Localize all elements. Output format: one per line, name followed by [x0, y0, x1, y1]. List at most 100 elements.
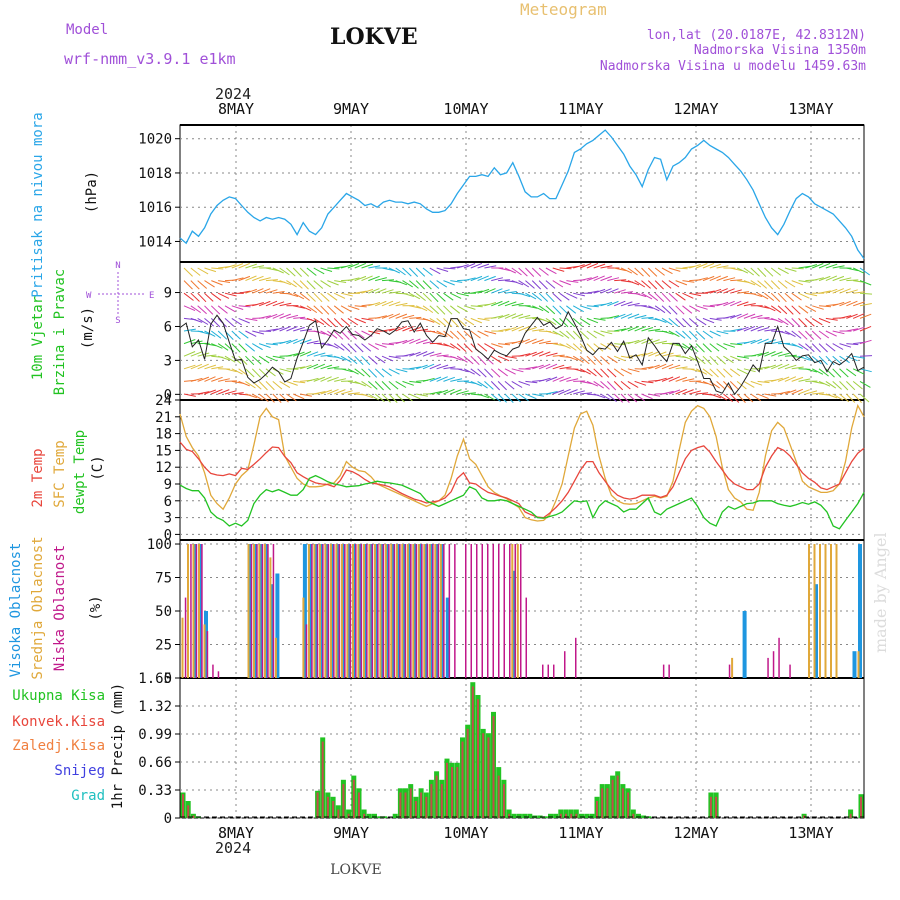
wind-arrow [627, 325, 640, 332]
wind-arrow [784, 389, 797, 395]
y-tick-label: 21 [155, 410, 172, 426]
wind-arrow [320, 280, 331, 288]
wind-arrow [340, 292, 353, 297]
wind-arrow [450, 343, 461, 351]
wind-arrow [374, 393, 385, 402]
wind-arrow [764, 364, 776, 370]
conv-precip-bar [565, 813, 567, 818]
wind-arrow [252, 265, 265, 269]
wind-arrow [771, 363, 783, 370]
conv-precip-bar [461, 741, 464, 818]
wind-arrow [839, 381, 849, 391]
wind-arrow [491, 277, 504, 282]
wind-arrow [429, 352, 442, 357]
wind-arrow [784, 364, 797, 370]
conv-precip-bar [409, 788, 412, 818]
wind-arrow [736, 393, 746, 403]
wind-arrow [279, 368, 292, 373]
compass-w: W [86, 291, 92, 301]
wind-arrow [845, 381, 856, 391]
wind-arrow [764, 393, 777, 397]
high-cloud-bar [418, 544, 423, 678]
wind-arrow [784, 305, 794, 315]
wind-arrow [750, 280, 762, 288]
high-cloud-bar [319, 544, 324, 678]
wind-arrow [204, 292, 214, 302]
wind-arrow [853, 291, 866, 294]
wind-arrow [334, 389, 346, 395]
wind-arrow [559, 343, 571, 349]
wind-arrow [395, 325, 407, 332]
conv-precip-bar [477, 699, 479, 818]
wind-arrow [538, 292, 549, 302]
wind-arrow [245, 393, 258, 399]
wind-arrow [484, 368, 494, 378]
high-cloud-bar [412, 544, 417, 678]
x-day-top-label: 13MAY [788, 100, 833, 118]
wind-arrow [614, 313, 626, 319]
mid-cloud-bar [511, 544, 514, 678]
wind-arrow [497, 368, 509, 377]
wind-arrow [265, 300, 278, 307]
wind-panel: 10m Vjetar Brzina i Pravac (m/s) N S W E [30, 261, 154, 395]
total-precip-bar [548, 813, 553, 818]
wind-arrow [334, 378, 347, 382]
wind-arrow [306, 340, 319, 345]
x-day-bottom-label: 10MAY [443, 824, 488, 842]
wind-arrow [600, 275, 612, 282]
wind-arrow [716, 288, 728, 294]
wind-arrow [477, 355, 487, 366]
mid-cloud-bar [731, 657, 734, 678]
wind-arrow [381, 328, 394, 332]
wind-arrow [798, 378, 811, 382]
wind-arrow [743, 339, 756, 345]
wind-arrow [183, 328, 196, 332]
wind-arrow [224, 355, 236, 363]
wind-arrow [293, 305, 306, 309]
wind-arrow [327, 376, 339, 382]
wind-arrow [723, 355, 734, 364]
wind-arrow [211, 330, 222, 339]
wind-arrow [197, 280, 208, 289]
mid-cloud-bar [346, 544, 349, 678]
low-cloud-bar [344, 544, 346, 678]
wind-arrow [839, 368, 849, 378]
wind-arrow [579, 317, 591, 326]
wind-arrow [491, 315, 504, 319]
wind-arrow [709, 343, 720, 352]
wind-arrow [491, 300, 503, 307]
wind-arrow [566, 378, 579, 382]
x-day-top-label: 11MAY [558, 100, 603, 118]
wind-arrow [238, 305, 251, 308]
mid-cloud-bar [439, 544, 442, 678]
wind-arrow [293, 366, 306, 370]
wind-arrow [340, 330, 350, 340]
wind-arrow [381, 393, 391, 403]
wind-arrow [572, 343, 583, 352]
wind-arrow [388, 291, 401, 294]
conv-precip-bar [404, 792, 407, 818]
low-cloud-bar [388, 544, 390, 678]
wind-arrow [272, 313, 284, 319]
wind-arrow [634, 393, 645, 402]
total-precip-bar [558, 809, 564, 818]
wind-arrow [374, 368, 385, 378]
wind-arrow [463, 368, 475, 375]
wind-arrow [661, 280, 672, 289]
wind-arrow [252, 302, 264, 307]
y-tick-label: 0.33 [138, 783, 172, 799]
wind-arrow [279, 313, 291, 319]
wind-arrow [593, 393, 606, 399]
wind-arrow [559, 267, 572, 270]
wind-arrow [381, 355, 394, 362]
mid-cloud-bar [198, 544, 200, 678]
wind-arrow [531, 267, 542, 277]
wind-arrow [204, 305, 214, 315]
wind-arrow [825, 380, 837, 389]
conv-precip-bar [508, 813, 511, 818]
wind-arrow [668, 330, 680, 338]
wind-arrow [463, 343, 473, 353]
wind-arrow [538, 351, 551, 357]
conv-precip-bar [321, 741, 324, 818]
wind-arrow [395, 368, 408, 373]
